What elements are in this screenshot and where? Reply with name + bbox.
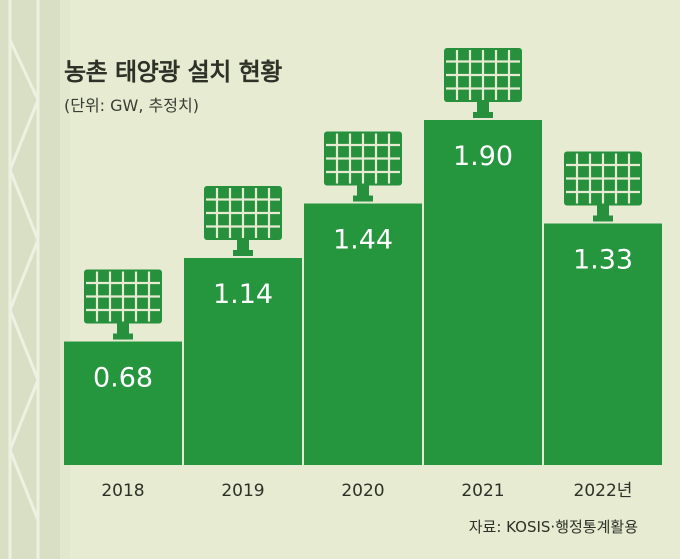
x-tick-label: 2022년 xyxy=(574,481,633,501)
solar-panel-icon xyxy=(564,151,642,222)
x-tick-label: 2020 xyxy=(341,481,384,501)
solar-panel-stand xyxy=(477,102,489,114)
bar xyxy=(184,258,302,465)
chart-title: 농촌 태양광 설치 현황 xyxy=(64,58,282,86)
solar-panel-stand xyxy=(357,185,369,198)
solar-panel-base xyxy=(473,112,493,118)
solar-panel-icon xyxy=(324,131,402,202)
bar-value-label: 1.33 xyxy=(573,245,633,276)
chart-subtitle: (단위: GW, 추정치) xyxy=(64,96,199,115)
solar-panel-icon xyxy=(444,48,522,118)
bar xyxy=(544,223,662,465)
source-note: 자료: KOSIS·행정통계활용 xyxy=(468,518,638,536)
background-structure-decoration xyxy=(0,0,70,559)
bar-value-label: 1.90 xyxy=(453,141,513,172)
solar-panel-stand xyxy=(237,240,249,252)
solar-panel-stand xyxy=(117,323,129,336)
bar-value-label: 0.68 xyxy=(93,363,153,394)
x-tick-label: 2019 xyxy=(221,481,264,501)
x-tick-label: 2018 xyxy=(101,481,144,501)
x-tick-label: 2021 xyxy=(461,481,504,501)
solar-panel-base xyxy=(113,333,133,340)
solar-panel-base xyxy=(353,195,373,202)
bar-value-label: 1.44 xyxy=(333,225,393,256)
solar-panel-stand xyxy=(597,205,609,218)
solar-panel-base xyxy=(593,215,613,222)
bar-value-label: 1.14 xyxy=(213,279,273,310)
bar xyxy=(304,203,422,466)
solar-panel-icon xyxy=(204,186,282,256)
solar-panel-icon xyxy=(84,269,162,340)
bar xyxy=(424,120,542,465)
solar-panel-base xyxy=(233,250,253,256)
bar xyxy=(64,341,182,465)
